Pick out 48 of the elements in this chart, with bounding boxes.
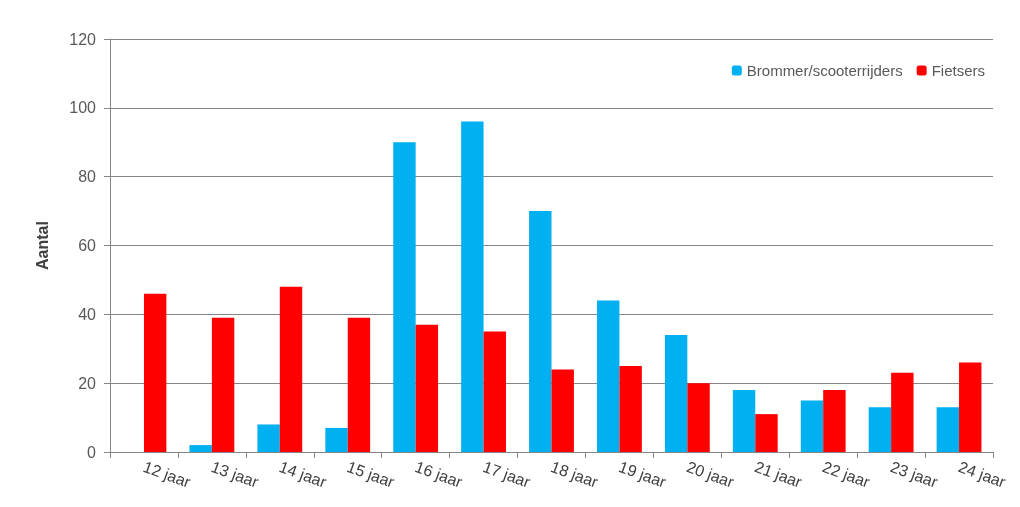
x-tick-label: 18 jaar — [548, 458, 602, 491]
bar — [619, 365, 642, 452]
bar — [936, 407, 960, 452]
x-tick-label: 24 jaar — [956, 458, 1009, 491]
bar — [189, 445, 212, 452]
x-tick-label: 12 jaar — [141, 458, 194, 491]
x-tick-label: 15 jaar — [344, 458, 398, 491]
bar — [483, 331, 506, 452]
y-tick-label: 120 — [69, 30, 97, 48]
bar — [347, 317, 371, 452]
y-tick-label: 60 — [78, 237, 97, 254]
y-axis-title: Aantal — [33, 221, 51, 270]
y-tick-label: 0 — [87, 443, 97, 461]
x-tick-label: 22 jaar — [820, 458, 873, 491]
bar — [461, 121, 484, 452]
bar — [891, 372, 914, 452]
y-tick-label: 100 — [69, 99, 97, 117]
bar — [823, 390, 846, 452]
bar — [868, 407, 892, 452]
legend-label: Brommer/scooterrijders — [746, 62, 903, 79]
bar — [415, 324, 439, 452]
y-tick-label: 80 — [78, 168, 97, 186]
y-tick-label: 20 — [78, 374, 97, 392]
bar — [959, 362, 982, 452]
bar — [393, 142, 416, 452]
bar — [325, 427, 348, 452]
x-tick-label: 23 jaar — [888, 458, 941, 491]
bar — [257, 424, 280, 452]
x-tick-label: 17 jaar — [480, 458, 534, 491]
x-tick-label: 16 jaar — [412, 458, 466, 491]
bar — [529, 211, 552, 452]
x-tick-label: 14 jaar — [276, 458, 330, 491]
bar — [143, 293, 167, 452]
bar — [211, 317, 235, 452]
bar — [664, 334, 688, 452]
bar — [732, 390, 756, 452]
x-tick-label: 21 jaar — [752, 458, 805, 491]
x-tick-label: 19 jaar — [616, 458, 669, 491]
bar — [687, 383, 710, 452]
x-tick-label: 20 jaar — [684, 458, 737, 491]
bar — [597, 300, 620, 452]
y-tick-label: 40 — [78, 305, 97, 323]
bar — [279, 286, 303, 452]
bar — [551, 369, 574, 452]
bar — [800, 400, 824, 452]
bar — [755, 414, 778, 452]
legend-label: Fietsers — [931, 62, 985, 79]
x-tick-label: 13 jaar — [208, 458, 262, 491]
